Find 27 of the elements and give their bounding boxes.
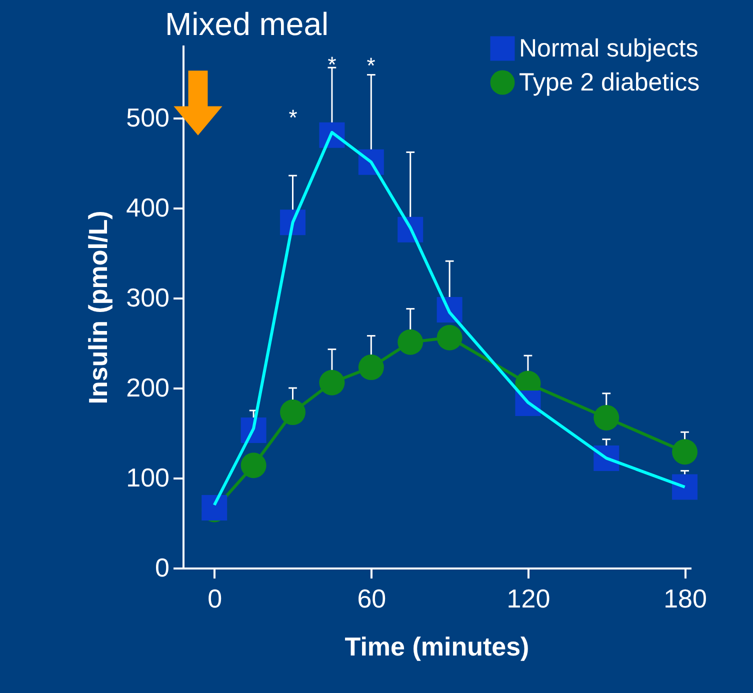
point	[672, 474, 698, 500]
point	[594, 404, 620, 430]
point	[280, 400, 306, 426]
x-tick-label: 180	[664, 584, 707, 614]
y-axis-title: Insulin (pmol/L)	[83, 210, 114, 404]
x-tick-label: 60	[357, 584, 386, 614]
y-tick-label: 500	[126, 102, 170, 132]
y-tick-label: 400	[126, 192, 170, 222]
x-tick-label: 0	[208, 584, 222, 614]
y-tick-label: 300	[126, 282, 170, 312]
point	[436, 324, 462, 350]
point	[358, 354, 384, 380]
legend-label: Normal subjects	[519, 34, 698, 62]
point	[398, 329, 424, 355]
annotation: *	[328, 52, 337, 77]
x-axis-title: Time (minutes)	[344, 632, 530, 662]
annotation: *	[366, 53, 376, 78]
point	[672, 439, 698, 465]
y-tick-label: 100	[126, 462, 170, 492]
y-tick-label: 0	[155, 552, 170, 582]
legend-label: Type 2 diabetics	[519, 68, 700, 96]
point	[240, 452, 266, 478]
y-tick-label: 200	[126, 372, 170, 402]
x-tick-label: 120	[506, 584, 550, 614]
point	[319, 370, 345, 396]
annotation: *	[288, 105, 298, 130]
text: Mixed meal	[165, 6, 329, 42]
